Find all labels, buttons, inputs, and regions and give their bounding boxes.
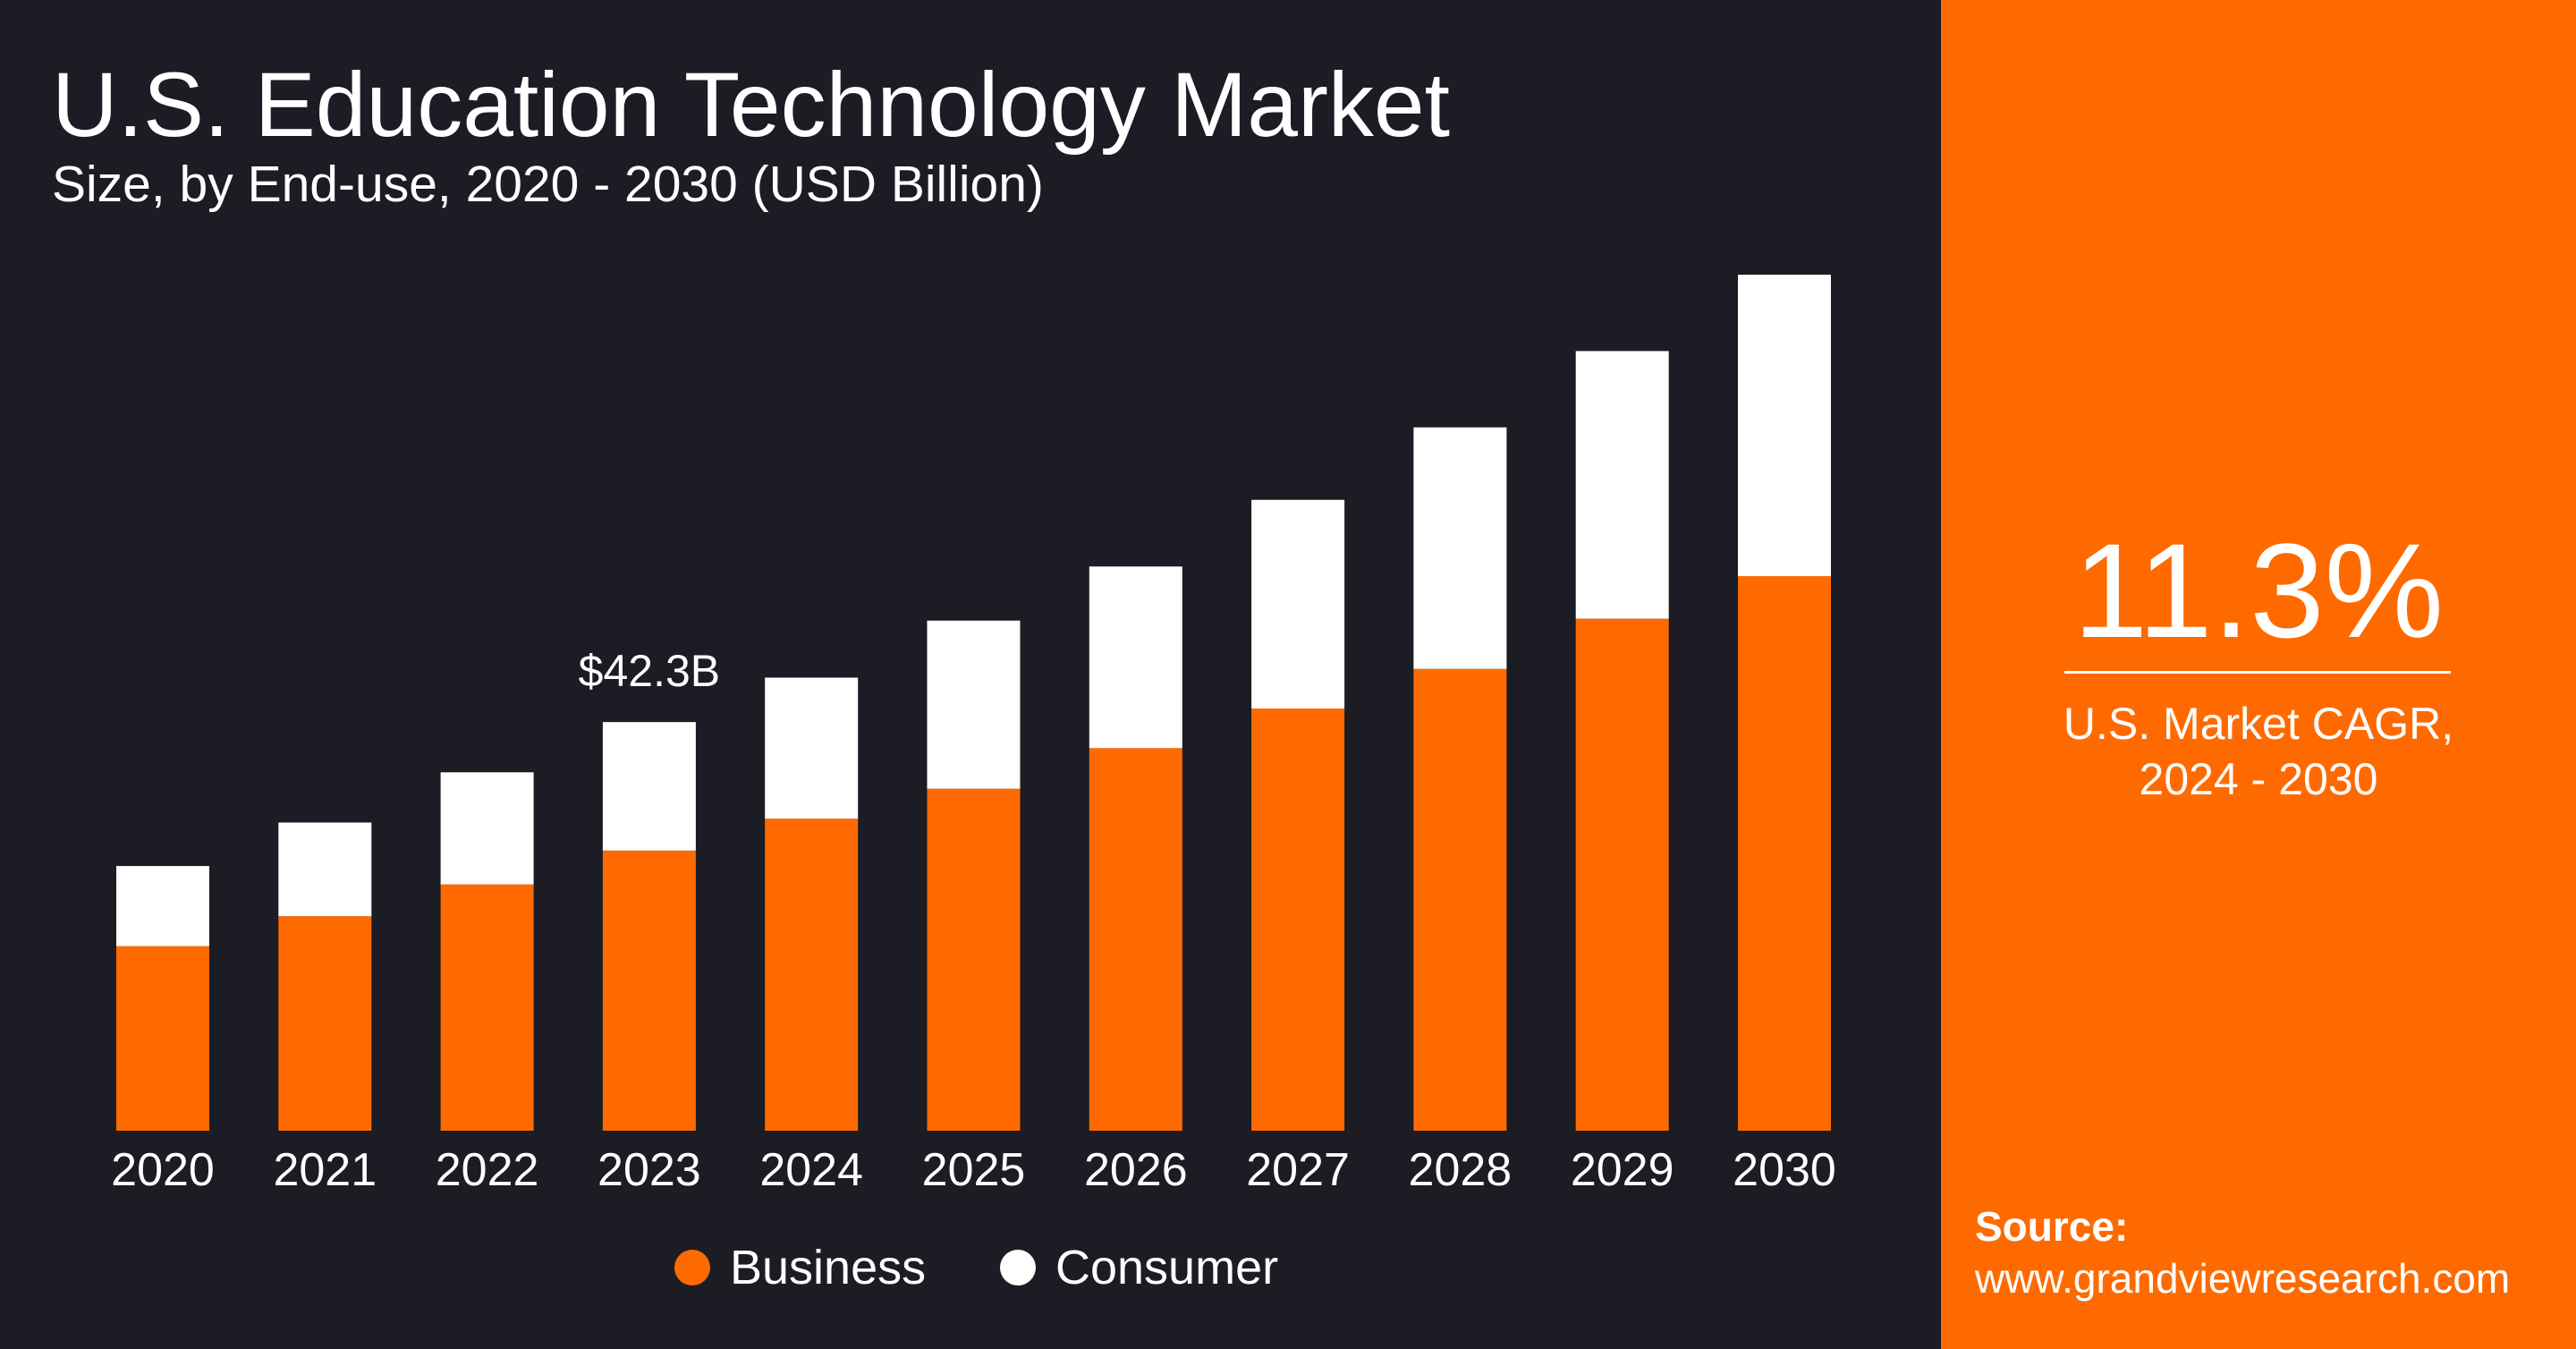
bar-business-2028 (1413, 668, 1507, 1131)
cagr-panel: 11.3% U.S. Market CAGR, 2024 - 2030 Sour… (1941, 0, 2576, 1349)
bar-business-2020 (116, 946, 209, 1131)
cagr-label: U.S. Market CAGR, 2024 - 2030 (1941, 696, 2576, 807)
bar-consumer-2021 (278, 822, 372, 917)
chart-title: U.S. Education Technology Market (52, 54, 1450, 156)
legend-item-consumer: Consumer (1000, 1239, 1278, 1296)
bar-consumer-2029 (1575, 351, 1669, 619)
x-tick-label-2028: 2028 (1409, 1144, 1513, 1196)
bar-consumer-2030 (1738, 275, 1831, 577)
consumer-swatch (1000, 1250, 1036, 1285)
x-tick-label-2024: 2024 (759, 1144, 863, 1196)
bar-consumer-2023 (602, 722, 696, 851)
x-tick-label-2023: 2023 (597, 1144, 701, 1196)
x-tick-label-2022: 2022 (436, 1144, 539, 1196)
bar-business-2021 (278, 916, 372, 1131)
bar-consumer-2025 (927, 620, 1021, 789)
legend-item-business: Business (674, 1239, 926, 1296)
x-tick-label-2021: 2021 (273, 1144, 377, 1196)
cagr-label-line2: 2024 - 2030 (2139, 754, 2378, 804)
source-link[interactable]: www.grandviewresearch.com (1975, 1255, 2511, 1302)
chart-legend: Business Consumer (0, 1239, 1941, 1296)
bar-business-2027 (1251, 708, 1345, 1131)
bar-business-2026 (1089, 748, 1182, 1131)
bar-consumer-2024 (765, 677, 859, 819)
chart-panel: U.S. Education Technology Market Size, b… (0, 54, 1941, 1296)
bar-business-2023 (602, 850, 696, 1131)
bar-consumer-2026 (1089, 566, 1182, 749)
x-tick-label-2029: 2029 (1571, 1144, 1674, 1196)
bar-chart: 2020 2021 2022 2023 2024 2025 2026 2027 2028 2029… (111, 275, 1836, 1196)
chart-subtitle: Size, by End-use, 2020 - 2030 (USD Billi… (52, 156, 1044, 213)
legend-label-business: Business (730, 1241, 927, 1294)
legend-label-consumer: Consumer (1055, 1241, 1279, 1294)
x-tick-label-2030: 2030 (1733, 1144, 1836, 1196)
bar-consumer-2020 (116, 866, 209, 946)
bar-business-2025 (927, 788, 1021, 1131)
cagr-label-line1: U.S. Market CAGR, (2063, 699, 2454, 749)
bar-consumer-2028 (1413, 427, 1507, 669)
bar-business-2030 (1738, 576, 1831, 1131)
business-swatch (674, 1250, 710, 1285)
cagr-value: 11.3% (2072, 515, 2445, 666)
bar-business-2024 (765, 819, 859, 1131)
bar-consumer-2027 (1251, 499, 1345, 709)
x-tick-label-2020: 2020 (111, 1144, 215, 1196)
bar-consumer-2022 (440, 772, 534, 885)
x-tick-label-2027: 2027 (1246, 1144, 1350, 1196)
cagr-divider (2064, 671, 2451, 674)
x-tick-label-2025: 2025 (922, 1144, 1026, 1196)
data-label-2023: $42.3B (579, 646, 720, 696)
source-title: Source: (1975, 1203, 2129, 1250)
bar-business-2029 (1575, 618, 1669, 1131)
x-tick-label-2026: 2026 (1084, 1144, 1188, 1196)
bar-business-2022 (440, 884, 534, 1131)
